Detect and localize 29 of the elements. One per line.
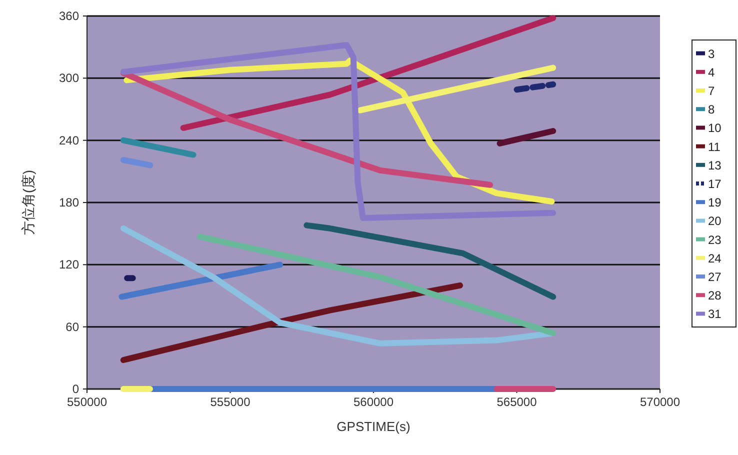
legend-label: 27 — [708, 270, 722, 284]
x-tick-label: 555000 — [210, 395, 251, 409]
legend-label: 17 — [708, 177, 722, 191]
y-tick-label: 60 — [66, 320, 80, 334]
legend-label: 24 — [708, 251, 722, 266]
x-axis-title: GPSTIME(s) — [336, 419, 410, 434]
y-tick-label: 120 — [58, 258, 80, 272]
legend-label: 20 — [708, 214, 722, 228]
y-axis-title: 方位角(度) — [20, 170, 36, 236]
legend-label: 10 — [708, 121, 722, 136]
legend-label: 7 — [708, 84, 715, 98]
legend-label: 4 — [708, 65, 715, 80]
y-tick-label: 360 — [58, 9, 80, 23]
legend-label: 31 — [708, 307, 722, 322]
y-tick-label: 300 — [58, 71, 80, 86]
x-tick-label: 565000 — [496, 395, 538, 409]
legend-label: 3 — [708, 46, 715, 61]
y-tick-label: 0 — [72, 382, 80, 396]
legend-label: 8 — [708, 102, 715, 117]
x-tick-label: 560000 — [353, 395, 394, 409]
x-tick-label: 570000 — [640, 395, 680, 409]
y-tick-label: 240 — [58, 133, 80, 148]
legend-label: 11 — [708, 140, 721, 154]
legend-label: 19 — [708, 196, 722, 210]
x-tick-label: 550000 — [66, 395, 108, 409]
legend-label: 28 — [708, 288, 722, 303]
legend-label: 13 — [708, 158, 722, 172]
legend-label: 23 — [708, 232, 722, 247]
y-tick-label: 180 — [58, 196, 80, 210]
